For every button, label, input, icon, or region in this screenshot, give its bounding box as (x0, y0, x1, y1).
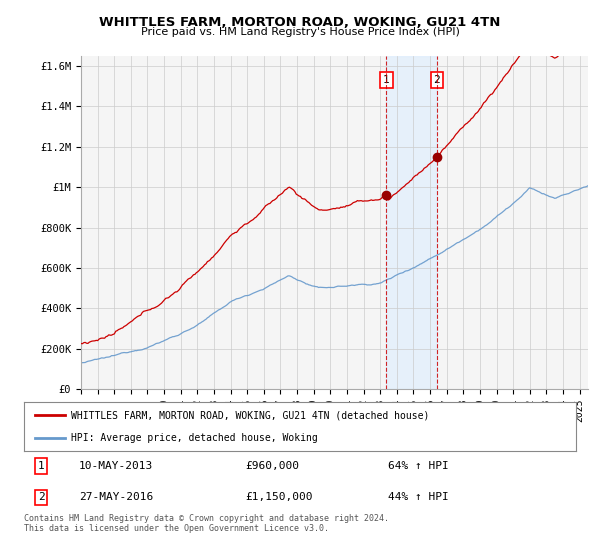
Text: 2: 2 (433, 75, 440, 85)
Text: Price paid vs. HM Land Registry's House Price Index (HPI): Price paid vs. HM Land Registry's House … (140, 27, 460, 37)
Text: 2: 2 (38, 492, 44, 502)
Bar (386, 56, 437, 389)
Text: WHITTLES FARM, MORTON ROAD, WOKING, GU21 4TN (detached house): WHITTLES FARM, MORTON ROAD, WOKING, GU21… (71, 410, 429, 421)
Text: 1: 1 (383, 75, 390, 85)
Text: WHITTLES FARM, MORTON ROAD, WOKING, GU21 4TN: WHITTLES FARM, MORTON ROAD, WOKING, GU21… (100, 16, 500, 29)
Text: 27-MAY-2016: 27-MAY-2016 (79, 492, 154, 502)
Text: Contains HM Land Registry data © Crown copyright and database right 2024.
This d: Contains HM Land Registry data © Crown c… (24, 514, 389, 534)
Text: 10-MAY-2013: 10-MAY-2013 (79, 461, 154, 471)
Text: 44% ↑ HPI: 44% ↑ HPI (388, 492, 449, 502)
Text: HPI: Average price, detached house, Woking: HPI: Average price, detached house, Woki… (71, 433, 317, 444)
Text: 64% ↑ HPI: 64% ↑ HPI (388, 461, 449, 471)
Text: £1,150,000: £1,150,000 (245, 492, 313, 502)
Text: 1: 1 (38, 461, 44, 471)
Text: £960,000: £960,000 (245, 461, 299, 471)
